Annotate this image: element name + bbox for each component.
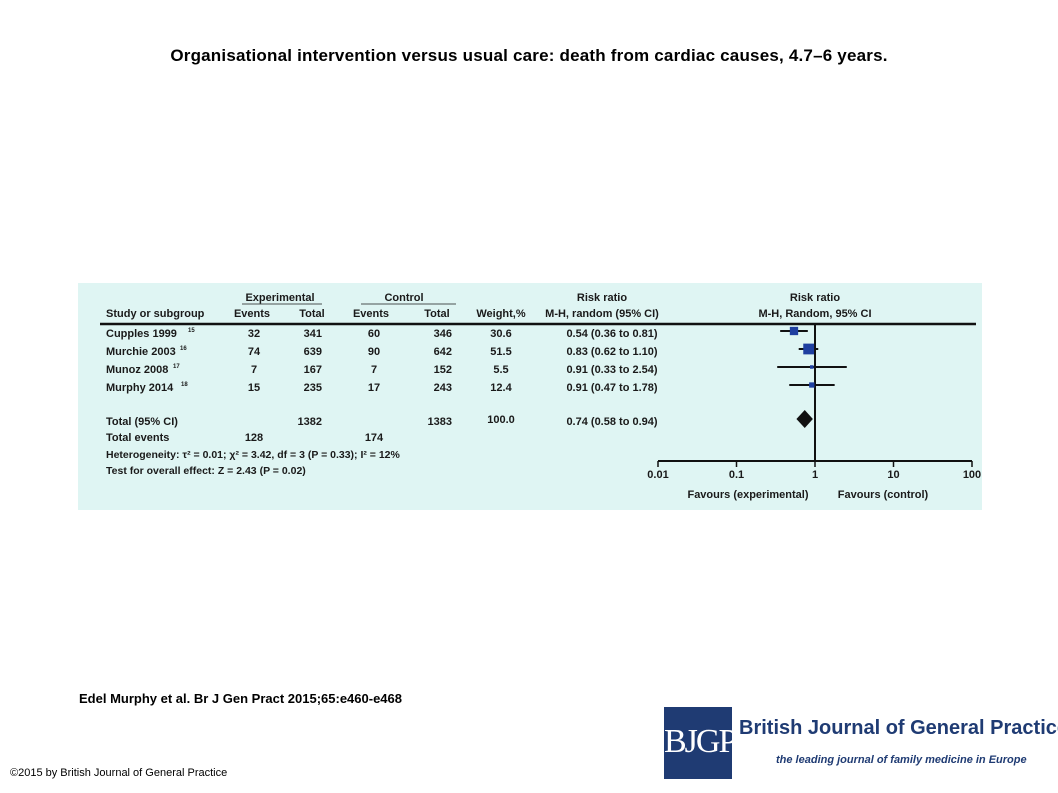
col-weight: Weight,% — [476, 308, 526, 320]
study-name: Murphy 2014 — [106, 382, 174, 394]
col-exp-total: Total — [299, 308, 324, 320]
x-tick-label: 0.01 — [647, 469, 668, 481]
forest-plot: Experimental Control Risk ratio Risk rat… — [100, 292, 981, 501]
study-row: Munoz 2008 17 7 167 7 152 5.5 0.91 (0.33… — [106, 364, 658, 376]
favours-experimental: Favours (experimental) — [687, 489, 808, 501]
pooled-diamond — [796, 410, 813, 428]
weight-square — [809, 382, 815, 388]
ratio-ci: 0.83 (0.62 to 1.10) — [566, 346, 657, 358]
header-risk-ratio: Risk ratio — [577, 292, 627, 304]
x-tick-label: 0.1 — [729, 469, 744, 481]
exp-events: 74 — [248, 346, 261, 358]
header-experimental: Experimental — [245, 292, 314, 304]
ctl-events: 90 — [368, 346, 380, 358]
exp-events: 32 — [248, 328, 260, 340]
study-name: Murchie 2003 — [106, 346, 176, 358]
exp-total: 235 — [304, 382, 322, 394]
bjgp-logo-mark: BJGP — [664, 707, 737, 779]
events-exp: 128 — [245, 432, 263, 444]
heterogeneity: Heterogeneity: τ² = 0.01; χ² = 3.42, df … — [106, 449, 401, 461]
ctl-total: 152 — [434, 364, 452, 376]
exp-total: 341 — [304, 328, 322, 340]
study-ref: 15 — [188, 328, 195, 334]
events-label: Total events — [106, 432, 169, 444]
weight: 12.4 — [490, 382, 512, 394]
header-control: Control — [384, 292, 423, 304]
ratio-ci: 0.54 (0.36 to 0.81) — [566, 328, 657, 340]
copyright: ©2015 by British Journal of General Prac… — [10, 767, 228, 779]
total-exp: 1382 — [298, 416, 322, 428]
ctl-events: 17 — [368, 382, 380, 394]
ratio-ci: 0.91 (0.33 to 2.54) — [566, 364, 657, 376]
study-ref: 16 — [180, 346, 187, 352]
overall-effect: Test for overall effect: Z = 2.43 (P = 0… — [106, 465, 306, 477]
total-ci: 0.74 (0.58 to 0.94) — [566, 416, 657, 428]
slide-title: Organisational intervention versus usual… — [170, 46, 888, 65]
journal-tagline: the leading journal of family medicine i… — [776, 754, 1027, 766]
study-ref: 17 — [173, 364, 180, 370]
exp-total: 639 — [304, 346, 322, 358]
ctl-total: 243 — [434, 382, 452, 394]
study-ref: 18 — [181, 382, 188, 388]
bjgp-logo: BJGP British Journal of General Practice… — [664, 707, 1058, 779]
forest-plot-panel: Experimental Control Risk ratio Risk rat… — [78, 283, 982, 510]
ctl-events: 7 — [371, 364, 377, 376]
weight-square — [789, 326, 799, 336]
plot-marks — [777, 326, 847, 428]
col-ratio-method: M-H, random (95% CI) — [545, 308, 659, 320]
x-tick-label: 100 — [963, 469, 981, 481]
study-name: Munoz 2008 — [106, 364, 168, 376]
weight: 5.5 — [493, 364, 508, 376]
exp-events: 15 — [248, 382, 260, 394]
col-ctl-total: Total — [424, 308, 449, 320]
weight: 30.6 — [490, 328, 511, 340]
ctl-total: 346 — [434, 328, 452, 340]
exp-total: 167 — [304, 364, 322, 376]
x-tick-label: 10 — [887, 469, 899, 481]
total-label: Total (95% CI) — [106, 416, 178, 428]
col-ctl-events: Events — [353, 308, 389, 320]
weight: 51.5 — [490, 346, 511, 358]
total-ctl: 1383 — [428, 416, 452, 428]
study-row: Murchie 2003 16 74 639 90 642 51.5 0.83 … — [106, 346, 658, 358]
weight-square — [810, 365, 814, 369]
ratio-ci: 0.91 (0.47 to 1.78) — [566, 382, 657, 394]
study-row: Murphy 2014 18 15 235 17 243 12.4 0.91 (… — [106, 382, 658, 394]
x-tick-label: 1 — [812, 469, 818, 481]
exp-events: 7 — [251, 364, 257, 376]
events-ctl: 174 — [365, 432, 384, 444]
total-weight: 100.0 — [487, 414, 515, 426]
plot-axis: 0.01 0.1 1 10 100 — [647, 324, 981, 481]
favours-control: Favours (control) — [838, 489, 929, 501]
col-plot-method: M-H, Random, 95% CI — [758, 308, 871, 320]
study-row: Cupples 1999 15 32 341 60 346 30.6 0.54 … — [106, 328, 658, 340]
study-name: Cupples 1999 — [106, 328, 177, 340]
citation: Edel Murphy et al. Br J Gen Pract 2015;6… — [79, 691, 402, 706]
col-study: Study or subgroup — [106, 308, 205, 320]
header-plot-risk-ratio: Risk ratio — [790, 292, 840, 304]
ctl-events: 60 — [368, 328, 380, 340]
weight-square — [803, 343, 815, 355]
journal-name: British Journal of General Practice — [739, 717, 1058, 739]
bjgp-logo-text: BJGP — [664, 723, 737, 760]
col-exp-events: Events — [234, 308, 270, 320]
ctl-total: 642 — [434, 346, 452, 358]
